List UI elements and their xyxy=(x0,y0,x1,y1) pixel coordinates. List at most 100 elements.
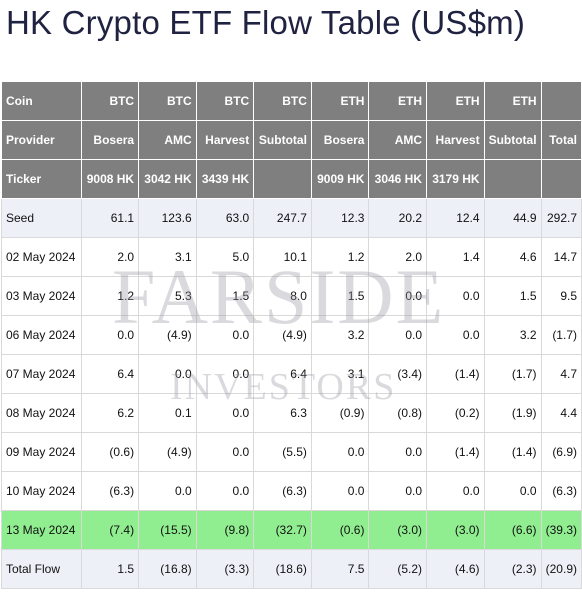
flow-value-cell: 3.1 xyxy=(310,354,370,394)
flow-value-cell: 6.4 xyxy=(253,354,312,394)
flow-value-cell: (3.0) xyxy=(368,510,428,550)
flow-value-cell: 0.0 xyxy=(368,315,428,355)
table-row: 07 May 2024 6.4 0.0 0.0 6.4 3.1 (3.4) (1.4) (1.7… xyxy=(1,354,582,394)
flow-value-cell: 6.2 xyxy=(80,393,140,433)
row-label: 09 May 2024 xyxy=(1,432,82,472)
flow-value-cell: 63.0 xyxy=(195,198,255,238)
row-label: Seed xyxy=(1,198,82,238)
flow-value-cell: (6.3) xyxy=(253,471,312,511)
flow-value-cell: 3.2 xyxy=(310,315,370,355)
flow-value-cell: 7.5 xyxy=(310,549,370,589)
header-cell: 3179 HK xyxy=(426,159,485,199)
flow-value-cell: 20.2 xyxy=(368,198,428,238)
flow-value-cell: (4.9) xyxy=(253,315,312,355)
flow-value-cell: 6.4 xyxy=(80,354,140,394)
flow-value-cell: 1.4 xyxy=(426,237,485,277)
flow-value-cell: (5.2) xyxy=(368,549,428,589)
row-label: 08 May 2024 xyxy=(1,393,82,433)
flow-value-cell: (1.4) xyxy=(426,354,485,394)
flow-value-cell: (39.3) xyxy=(540,510,582,550)
row-label: 10 May 2024 xyxy=(1,471,82,511)
total-flow-row: Total Flow 1.5 (16.8) (3.3) (18.6) 7.5 (5.2) (4… xyxy=(1,549,582,589)
flow-value-cell: 0.0 xyxy=(195,432,255,472)
header-cell: Subtotal xyxy=(483,120,542,160)
flow-value-cell: 14.7 xyxy=(540,237,582,277)
header-cell: 3439 HK xyxy=(195,159,255,199)
flow-value-cell: (16.8) xyxy=(138,549,197,589)
flow-value-cell: (3.4) xyxy=(368,354,428,394)
header-row-coin: Coin BTC BTC BTC BTC ETH ETH ETH ETH xyxy=(1,81,582,121)
row-label: Total Flow xyxy=(1,549,82,589)
flow-value-cell: 0.0 xyxy=(310,471,370,511)
row-label: 07 May 2024 xyxy=(1,354,82,394)
etf-flow-table: Coin BTC BTC BTC BTC ETH ETH ETH ETH Provider Bose… xyxy=(1,81,582,589)
flow-value-cell: (20.9) xyxy=(540,549,582,589)
flow-value-cell: 0.1 xyxy=(138,393,197,433)
header-cell: 3042 HK xyxy=(138,159,197,199)
flow-value-cell: (32.7) xyxy=(253,510,312,550)
flow-value-cell: 12.4 xyxy=(426,198,485,238)
header-cell xyxy=(540,81,582,121)
flow-value-cell: 247.7 xyxy=(253,198,312,238)
flow-value-cell: 5.3 xyxy=(138,276,197,316)
header-cell: 9008 HK xyxy=(80,159,140,199)
flow-value-cell: 1.5 xyxy=(483,276,542,316)
header-cell xyxy=(253,159,312,199)
seed-row: Seed 61.1 123.6 63.0 247.7 12.3 20.2 12.4 44.9 29… xyxy=(1,198,582,238)
flow-value-cell: (6.3) xyxy=(80,471,140,511)
flow-value-cell: (0.9) xyxy=(310,393,370,433)
flow-value-cell: 5.0 xyxy=(195,237,255,277)
flow-value-cell: 61.1 xyxy=(80,198,140,238)
flow-value-cell: 0.0 xyxy=(426,471,485,511)
table-row: 06 May 2024 0.0 (4.9) 0.0 (4.9) 3.2 0.0 0.0 3.2(… xyxy=(1,315,582,355)
table-row: 02 May 2024 2.0 3.1 5.0 10.1 1.2 2.0 1.4 4.6 14.7 xyxy=(1,237,582,277)
flow-value-cell: 0.0 xyxy=(195,471,255,511)
flow-value-cell: (6.9) xyxy=(540,432,582,472)
flow-value-cell: 0.0 xyxy=(483,471,542,511)
flow-value-cell: (4.6) xyxy=(426,549,485,589)
flow-value-cell: 0.0 xyxy=(426,276,485,316)
flow-value-cell: (0.6) xyxy=(310,510,370,550)
page-title: HK Crypto ETF Flow Table (US$m) xyxy=(6,4,526,41)
header-cell: ETH xyxy=(368,81,428,121)
header-cell: Harvest xyxy=(195,120,255,160)
flow-value-cell: (6.3) xyxy=(540,471,582,511)
flow-value-cell: 292.7 xyxy=(540,198,582,238)
table-row: 09 May 2024 (0.6) (4.9) 0.0 (5.5) 0.0 0.0 (1.4)… xyxy=(1,432,582,472)
flow-value-cell: 0.0 xyxy=(195,315,255,355)
header-row-ticker: Ticker 9008 HK 3042 HK 3439 HK 9009 HK 3046 H… xyxy=(1,159,582,199)
flow-value-cell: (0.2) xyxy=(426,393,485,433)
flow-value-cell: 10.1 xyxy=(253,237,312,277)
flow-value-cell: 0.0 xyxy=(195,393,255,433)
flow-value-cell: 3.2 xyxy=(483,315,542,355)
header-cell: 9009 HK xyxy=(310,159,370,199)
flow-value-cell: (1.4) xyxy=(483,432,542,472)
flow-value-cell: (3.3) xyxy=(195,549,255,589)
header-cell: Total xyxy=(540,120,582,160)
header-cell: ETH xyxy=(483,81,542,121)
flow-value-cell: 8.0 xyxy=(253,276,312,316)
flow-value-cell: (1.7) xyxy=(540,315,582,355)
flow-value-cell: 0.0 xyxy=(310,432,370,472)
table-row: 08 May 2024 6.2 0.1 0.0 6.3 (0.9) (0.8) (0.2) (1… xyxy=(1,393,582,433)
flow-value-cell: 0.0 xyxy=(138,471,197,511)
flow-value-cell: (15.5) xyxy=(138,510,197,550)
flow-value-cell: (7.4) xyxy=(80,510,140,550)
flow-value-cell: 0.0 xyxy=(138,354,197,394)
flow-value-cell: 0.0 xyxy=(195,354,255,394)
flow-value-cell: 1.5 xyxy=(80,549,140,589)
header-cell: Bosera xyxy=(80,120,140,160)
flow-value-cell: (9.8) xyxy=(195,510,255,550)
header-cell: ETH xyxy=(310,81,370,121)
flow-value-cell: (0.6) xyxy=(80,432,140,472)
flow-value-cell: 0.0 xyxy=(426,315,485,355)
header-cell: Bosera xyxy=(310,120,370,160)
header-cell: BTC xyxy=(80,81,140,121)
header-cell xyxy=(540,159,582,199)
flow-value-cell: 12.3 xyxy=(310,198,370,238)
flow-value-cell: 6.3 xyxy=(253,393,312,433)
flow-value-cell: 3.1 xyxy=(138,237,197,277)
flow-value-cell: 9.5 xyxy=(540,276,582,316)
header-label-cell: Ticker xyxy=(1,159,82,199)
header-label-cell: Provider xyxy=(1,120,82,160)
